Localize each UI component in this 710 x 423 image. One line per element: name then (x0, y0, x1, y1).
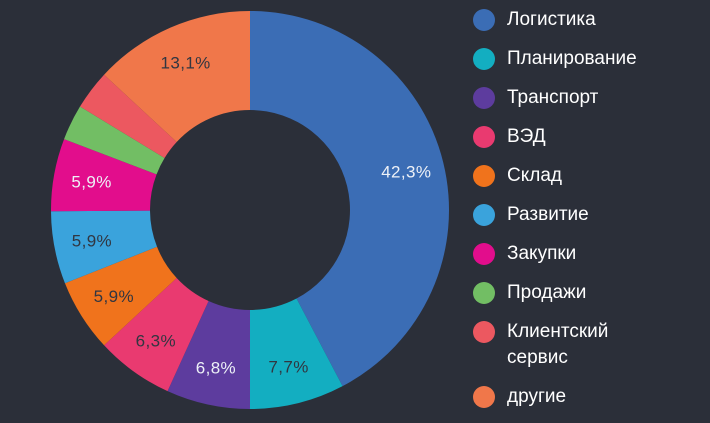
legend-swatch-icon (473, 165, 495, 187)
legend-label: Логистика (507, 9, 596, 30)
legend-swatch-icon (473, 243, 495, 265)
pie-segment-6 (50, 139, 157, 212)
legend-item-0: Логистика (473, 7, 659, 33)
legend-label: Развитие (507, 204, 589, 225)
legend-swatch-icon (473, 48, 495, 70)
pie-segment-8 (80, 74, 177, 159)
slice-label-5: 5,9% (72, 232, 112, 251)
pie-segment-9 (104, 11, 250, 142)
legend-swatch-icon (473, 87, 495, 109)
legend-swatch-icon (473, 126, 495, 148)
legend-swatch-icon (473, 282, 495, 304)
legend-label: Планирование (507, 48, 637, 69)
legend-item-3: ВЭД (473, 124, 659, 150)
pie-segment-7 (64, 106, 165, 175)
pie-segment-4 (64, 246, 177, 346)
pie-segment-1 (250, 298, 343, 409)
pie-segment-5 (51, 210, 158, 284)
slice-label-4: 5,9% (94, 287, 134, 306)
legend-swatch-icon (473, 9, 495, 31)
legend-label: Продажи (507, 282, 587, 303)
slice-label-6: 5,9% (71, 172, 111, 191)
legend-item-8: Клиентский сервис (473, 319, 659, 371)
legend-item-4: Склад (473, 163, 659, 189)
legend-swatch-icon (473, 204, 495, 226)
slice-label-1: 7,7% (268, 357, 308, 376)
pie-segment-3 (104, 278, 209, 392)
legend-swatch-icon (473, 386, 495, 408)
legend-item-9: другие (473, 384, 659, 410)
legend-label: Транспорт (507, 87, 599, 108)
slice-label-0: 42,3% (381, 162, 431, 181)
legend-item-7: Продажи (473, 280, 659, 306)
legend-label: Закупки (507, 243, 577, 264)
slice-label-9: 13,1% (160, 53, 210, 72)
pie-segment-0 (250, 11, 450, 387)
chart-legend: Логистика Планирование Транспорт ВЭД Склад Ра… (473, 7, 659, 410)
legend-label: Клиентский сервис (507, 321, 609, 368)
legend-item-2: Транспорт (473, 85, 659, 111)
legend-label: ВЭД (507, 126, 546, 147)
legend-swatch-icon (473, 321, 495, 343)
slice-label-3: 6,3% (136, 332, 176, 351)
legend-item-5: Развитие (473, 202, 659, 228)
legend-label: Склад (507, 165, 562, 186)
pie-segment-2 (167, 301, 250, 409)
legend-label: другие (507, 386, 567, 407)
legend-item-1: Планирование (473, 46, 659, 72)
legend-item-6: Закупки (473, 241, 659, 267)
slice-label-2: 6,8% (196, 358, 236, 377)
